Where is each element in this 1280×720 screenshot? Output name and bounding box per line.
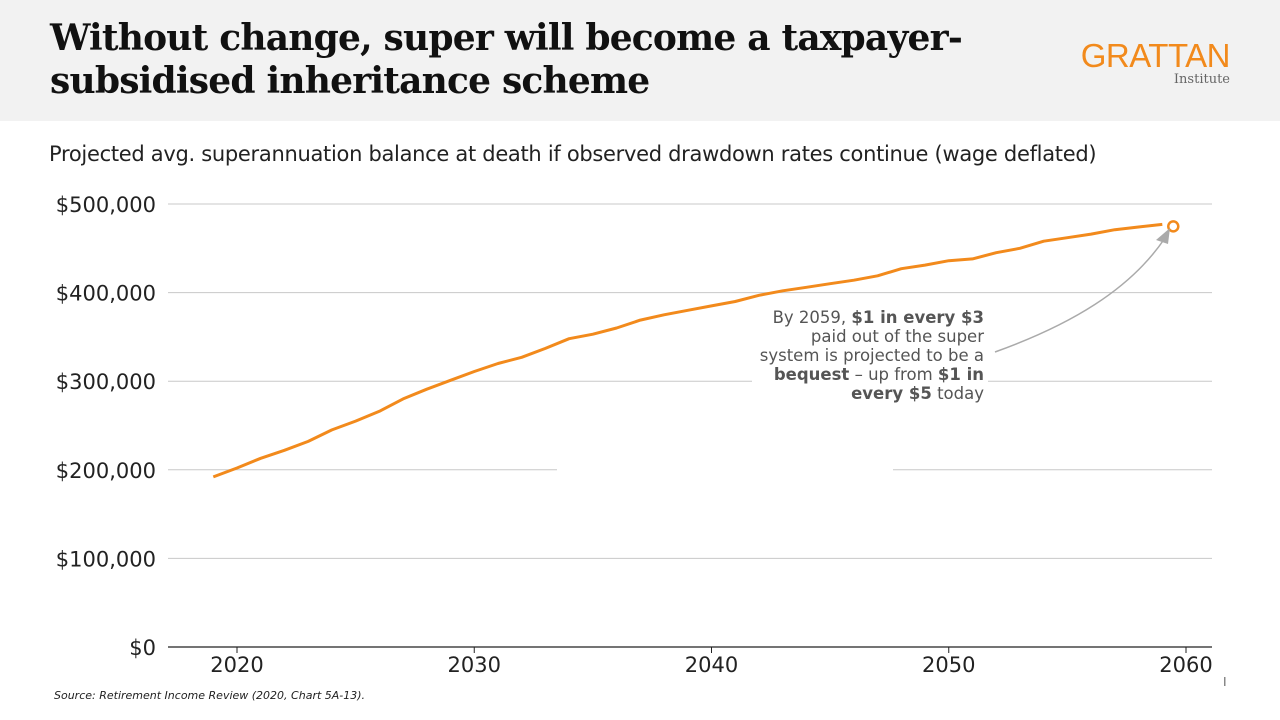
y-tick-label: $500,000: [56, 193, 156, 217]
annotation-bold-text: $1 in every $3: [851, 308, 984, 327]
logo-subtext: Institute: [1173, 72, 1230, 87]
y-tick-label: $300,000: [56, 370, 156, 394]
arrowhead-icon: [1156, 228, 1170, 244]
annotation-text: – up from: [849, 365, 938, 384]
x-tick-label: 2020: [210, 653, 263, 677]
grattan-logo: GRATTAN Institute: [1078, 37, 1231, 88]
annotation-text: paid out of the super system is projecte…: [759, 327, 984, 365]
chart-title: Projected avg. superannuation balance at…: [49, 142, 1097, 166]
x-tick-label: 2060: [1159, 653, 1212, 677]
gridline-gap: [557, 467, 893, 472]
end-point-marker: [1167, 220, 1180, 233]
annotation-arrow: [994, 237, 1166, 353]
annotation-text: By 2059,: [772, 308, 852, 327]
y-tick-label: $400,000: [56, 282, 156, 306]
y-tick-label: $100,000: [56, 547, 156, 571]
annotation-text: today: [931, 384, 984, 403]
source-note: Source: Retirement Income Review (2020, …: [54, 689, 366, 702]
y-tick-label: $200,000: [56, 459, 156, 483]
page-marker: [1224, 677, 1226, 686]
annotation-bold-text: $1 in every $5: [851, 365, 984, 403]
x-tick-label: 2040: [685, 653, 738, 677]
data-line: [212, 222, 1163, 479]
y-tick-label: $0: [129, 636, 156, 660]
header-band: Without change, super will become a taxp…: [0, 0, 1280, 121]
chart-annotation: By 2059, $1 in every $3 paid out of the …: [752, 306, 988, 405]
x-tick-label: 2050: [922, 653, 975, 677]
annotation-bold-text: bequest: [773, 365, 850, 384]
logo-wordmark: GRATTAN: [1080, 37, 1231, 74]
page-title: Without change, super will become a taxp…: [50, 17, 963, 102]
x-tick-label: 2030: [448, 653, 501, 677]
